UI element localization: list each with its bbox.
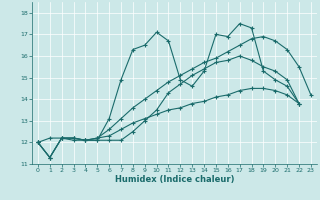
X-axis label: Humidex (Indice chaleur): Humidex (Indice chaleur) bbox=[115, 175, 234, 184]
